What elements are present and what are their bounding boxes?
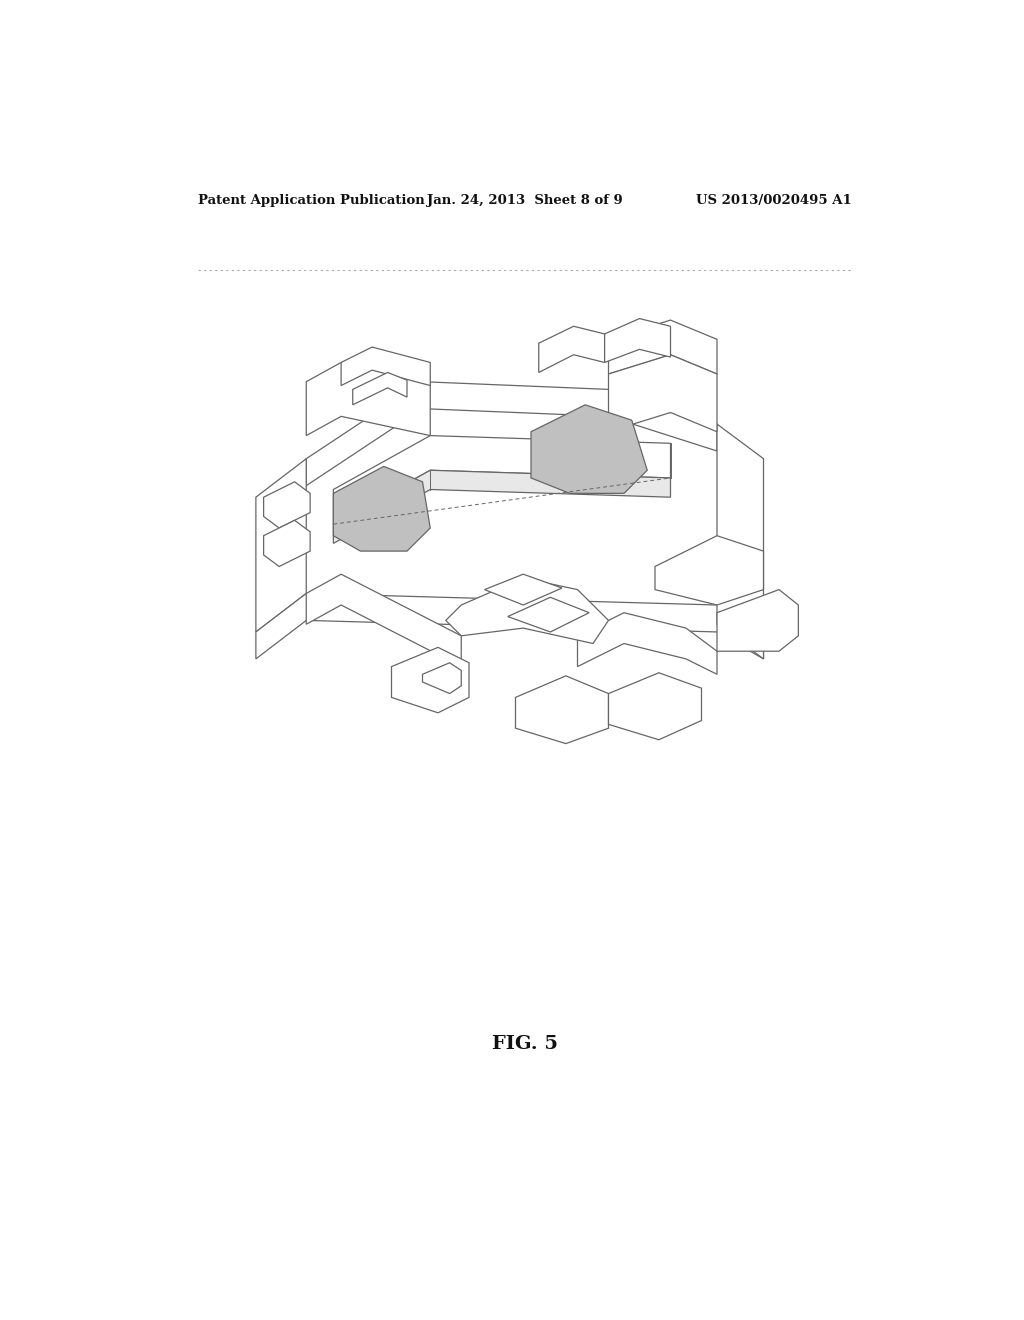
Polygon shape: [604, 318, 671, 363]
Text: US 2013/0020495 A1: US 2013/0020495 A1: [696, 194, 852, 207]
Polygon shape: [341, 347, 430, 385]
Polygon shape: [334, 470, 671, 544]
Polygon shape: [515, 676, 608, 743]
Polygon shape: [717, 590, 799, 651]
Polygon shape: [306, 574, 461, 667]
Polygon shape: [484, 574, 562, 605]
Polygon shape: [578, 612, 717, 675]
Polygon shape: [391, 647, 469, 713]
Text: Jan. 24, 2013  Sheet 8 of 9: Jan. 24, 2013 Sheet 8 of 9: [427, 194, 623, 207]
Polygon shape: [263, 520, 310, 566]
Polygon shape: [508, 597, 589, 632]
Polygon shape: [352, 372, 407, 405]
Text: FIG. 5: FIG. 5: [492, 1035, 558, 1053]
Polygon shape: [655, 536, 764, 605]
Polygon shape: [306, 381, 717, 486]
Text: Patent Application Publication: Patent Application Publication: [198, 194, 425, 207]
Polygon shape: [608, 321, 717, 374]
Polygon shape: [306, 363, 430, 436]
Polygon shape: [256, 594, 764, 659]
Polygon shape: [608, 673, 701, 739]
Polygon shape: [423, 663, 461, 693]
Polygon shape: [717, 424, 764, 659]
Polygon shape: [334, 436, 671, 524]
Polygon shape: [445, 578, 608, 644]
Polygon shape: [539, 326, 604, 372]
Polygon shape: [256, 459, 306, 632]
Polygon shape: [608, 355, 717, 432]
Polygon shape: [334, 466, 430, 552]
Polygon shape: [263, 482, 310, 528]
Polygon shape: [531, 405, 647, 494]
